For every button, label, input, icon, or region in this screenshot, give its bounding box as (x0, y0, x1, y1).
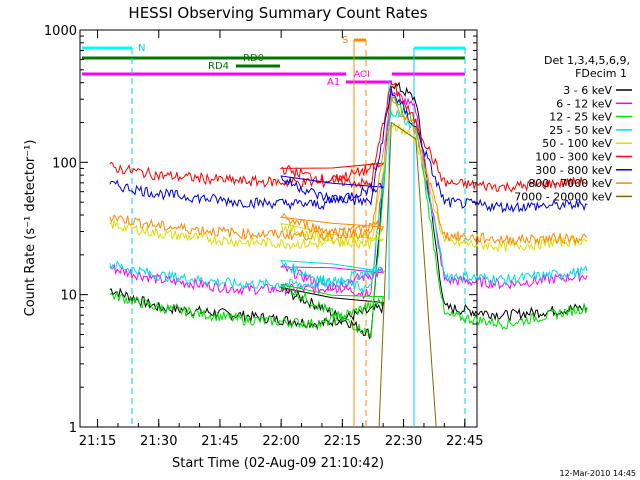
flag-label-rd4: RD4 (208, 61, 229, 72)
flag-label-rd0: RD0 (243, 53, 264, 64)
legend-entry-label: 300 - 800 keV (535, 164, 612, 177)
y-tick-label: 1000 (44, 24, 77, 39)
legend-entry-label: 100 - 300 keV (535, 151, 612, 164)
flag-label-s: S (342, 35, 348, 46)
chart-title: HESSI Observing Summary Count Rates (128, 4, 427, 22)
series-line (109, 110, 588, 294)
y-tick-label: 10 (60, 289, 77, 304)
y-axis: 1 10 100 1000 (44, 24, 477, 436)
legend-entry-label: 50 - 100 keV (542, 137, 612, 150)
x-tick-label: 22:30 (385, 434, 422, 449)
flag-label-aoi: AOI (354, 70, 370, 80)
x-tick-label: 21:30 (140, 434, 177, 449)
x-axis-label: Start Time (02-Aug-09 21:10:42) (172, 456, 384, 471)
x-tick-label: 22:15 (324, 434, 361, 449)
y-tick-label: 100 (52, 156, 77, 171)
flag-bars: N S RD0 RD4 A1 AOI (82, 35, 465, 88)
plot-area (79, 29, 478, 428)
series-line (378, 121, 437, 428)
series-line (109, 96, 588, 339)
legend-header-1: Det 1,3,4,5,6,9, (544, 54, 630, 67)
series-line (109, 96, 588, 246)
x-tick-label: 21:15 (79, 434, 116, 449)
series-line (109, 82, 588, 193)
series-line (109, 81, 588, 339)
series-layer (109, 81, 588, 428)
legend-entry-label: 800 - 7000 keV (528, 177, 612, 190)
x-tick-label: 22:45 (446, 434, 483, 449)
footer-timestamp: 12-Mar-2010 14:45 (560, 469, 637, 478)
flag-label-n: N (138, 43, 145, 54)
y-axis-label: Count Rate (s⁻¹ detector⁻¹) (23, 140, 38, 317)
flag-label-a1: A1 (327, 77, 340, 88)
y-tick-label: 1 (69, 421, 77, 436)
x-tick-label: 22:00 (262, 434, 299, 449)
legend-header-2: FDecim 1 (575, 67, 627, 80)
legend-entry-label: 7000 - 20000 keV (514, 190, 612, 203)
legend-entry-label: 3 - 6 keV (563, 84, 612, 97)
x-tick-label: 21:45 (201, 434, 238, 449)
series-line (109, 88, 588, 214)
legend-entry-label: 12 - 25 keV (549, 111, 612, 124)
series-line (109, 91, 588, 300)
legend-entry-label: 25 - 50 keV (549, 124, 612, 137)
legend-entry-label: 6 - 12 keV (556, 97, 612, 110)
series-line (109, 121, 588, 254)
x-axis: 21:15 21:30 21:45 22:00 22:15 22:30 22:45 (79, 30, 483, 449)
